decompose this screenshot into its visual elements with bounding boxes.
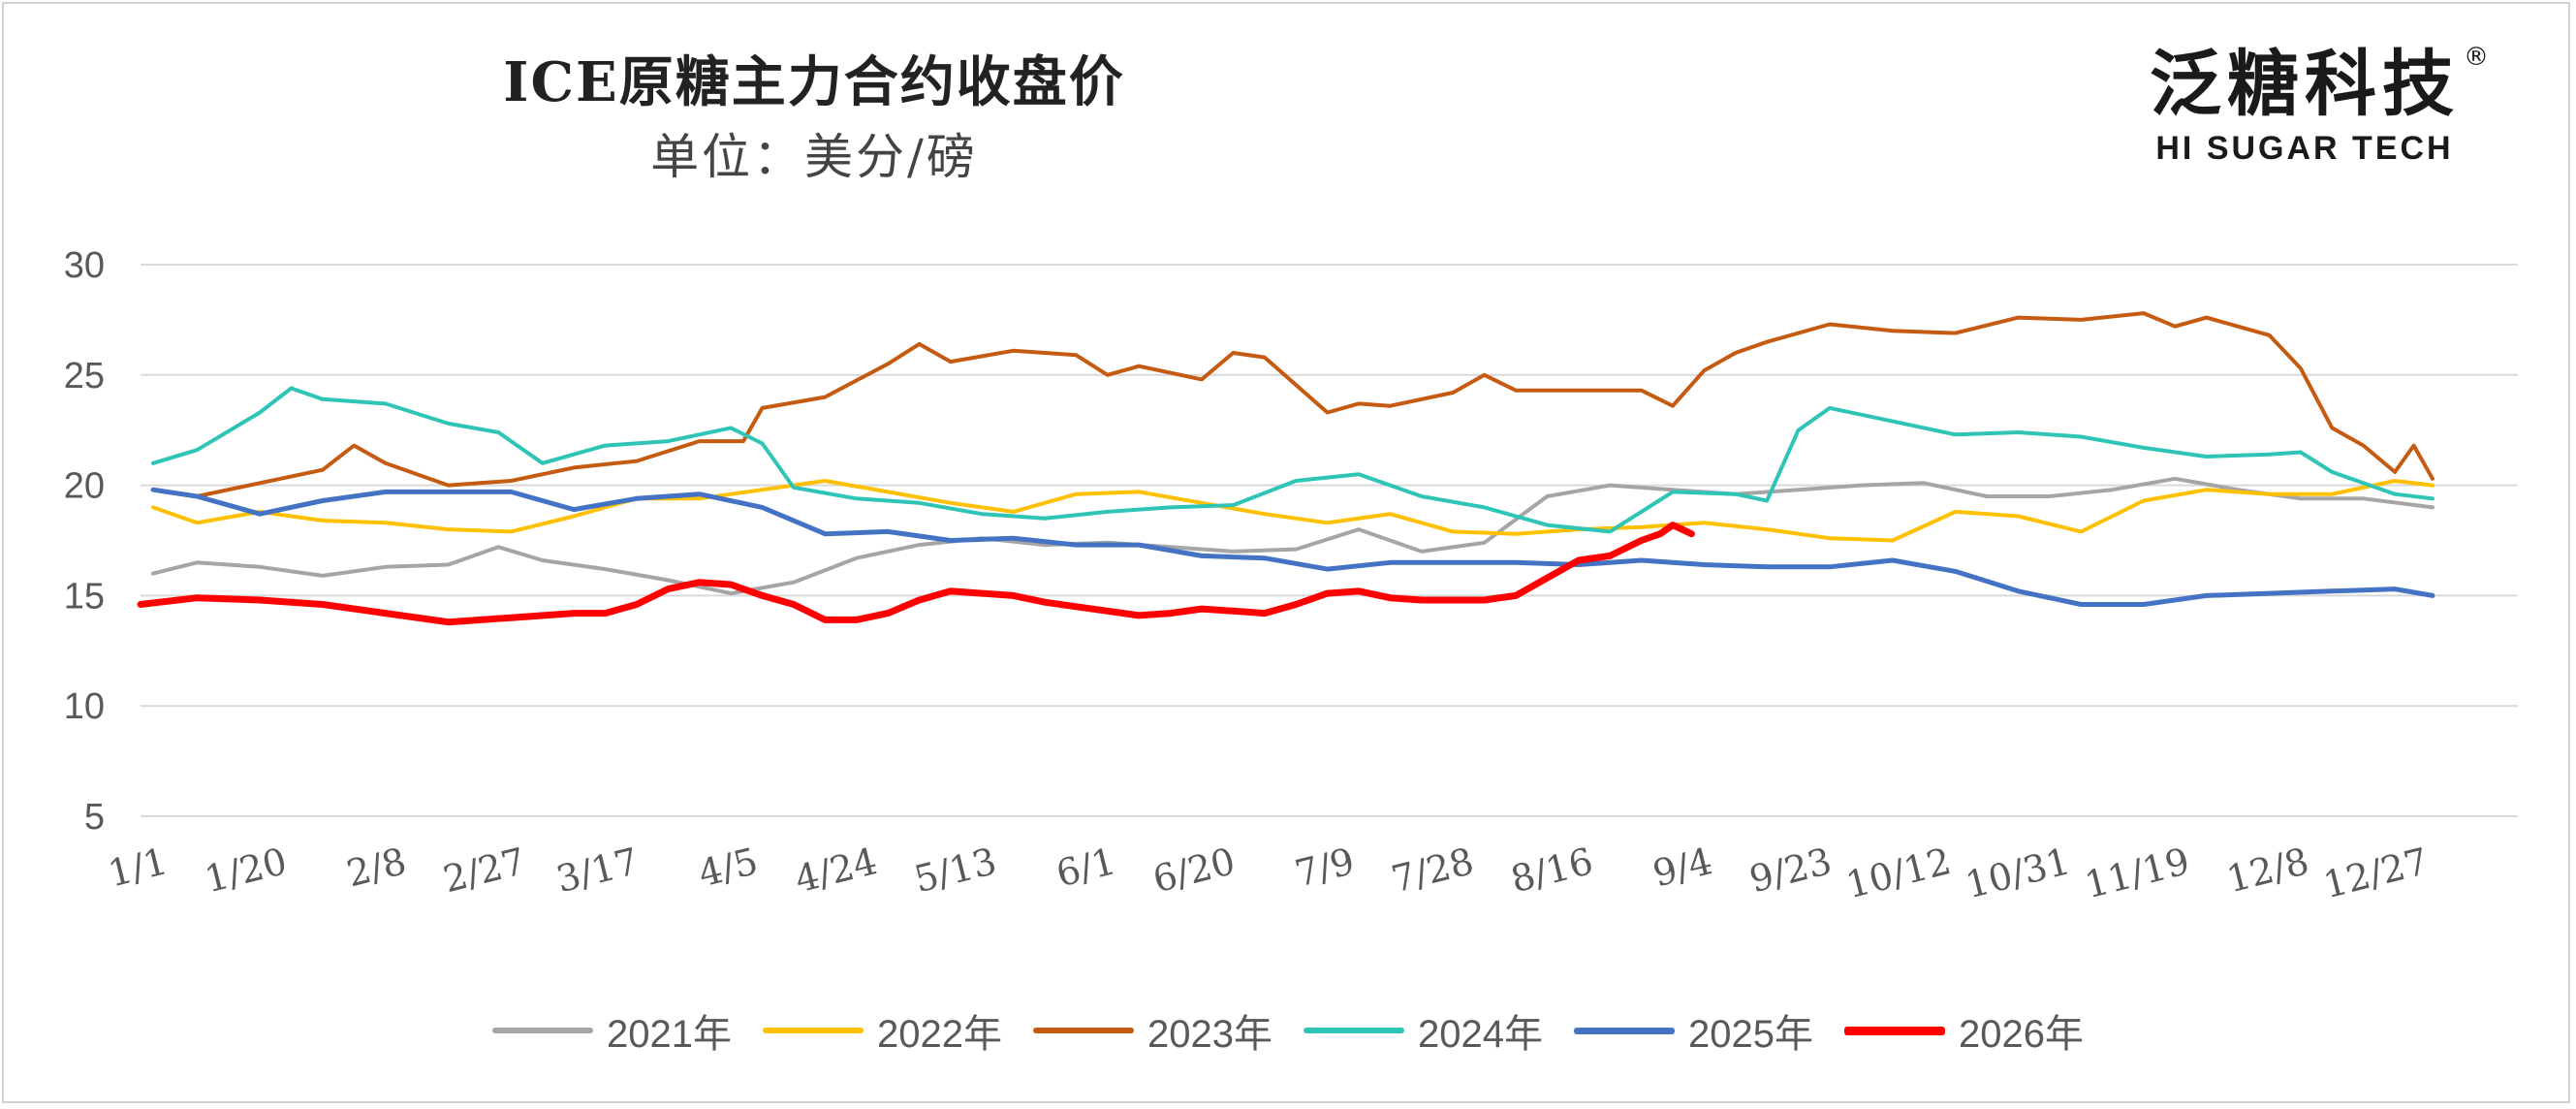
x-tick-label: 2/8 <box>342 840 410 895</box>
legend-swatch <box>763 1028 864 1033</box>
legend-swatch <box>1033 1028 1135 1033</box>
x-tick-label: 10/12 <box>1841 840 1955 906</box>
y-axis-ticks: 30 25 20 15 10 5 <box>64 245 105 838</box>
series-line-2024年 <box>151 386 2435 534</box>
x-tick-label: 9/4 <box>1649 840 1716 895</box>
x-tick-label: 7/28 <box>1387 840 1477 901</box>
logo-chinese-text: 泛糖科技 <box>2150 43 2460 126</box>
logo-english-text: HI SUGAR TECH <box>2155 130 2454 167</box>
legend-label: 2021年 <box>607 1013 733 1056</box>
brand-logo: ® 泛糖科技 HI SUGAR TECH <box>2150 43 2489 168</box>
x-tick-label: 1/1 <box>104 840 172 895</box>
legend-label: 2026年 <box>1958 1013 2084 1056</box>
legend-label: 2022年 <box>877 1013 1003 1056</box>
series-line-2025年 <box>150 487 2435 607</box>
legend-swatch <box>1843 1026 1945 1035</box>
x-tick-label: 11/19 <box>2081 840 2194 906</box>
y-tick-label: 20 <box>64 466 105 507</box>
chart-title: ICE原糖主力合约收盘价 <box>503 50 1125 114</box>
y-tick-label: 10 <box>64 686 105 727</box>
registered-mark: ® <box>2464 43 2489 72</box>
y-tick-label: 25 <box>64 356 105 396</box>
x-tick-label: 5/13 <box>910 840 1000 901</box>
legend-label: 2025年 <box>1687 1013 1813 1056</box>
x-tick-label: 12/8 <box>2222 840 2312 901</box>
legend-item: 2023年 <box>1033 1002 1272 1059</box>
series-lines <box>137 311 2435 626</box>
chart-legend: 2021年 2022年 2023年 2024年 2025年 2026年 <box>0 1002 2576 1059</box>
legend-item: 2026年 <box>1843 1002 2084 1059</box>
legend-swatch <box>492 1028 594 1033</box>
x-tick-label: 10/31 <box>1962 840 2075 906</box>
x-tick-label: 1/20 <box>201 840 291 901</box>
series-line-2021年 <box>151 476 2435 596</box>
x-tick-label: 7/9 <box>1291 840 1359 895</box>
x-tick-label: 3/17 <box>552 840 643 901</box>
legend-item: 2022年 <box>763 1002 1002 1059</box>
legend-swatch <box>1573 1027 1675 1034</box>
x-axis-ticks: 1/1 1/20 2/8 2/27 3/17 4/5 4/24 5/13 6/1 6/20 7/9 7… <box>104 840 2433 906</box>
x-tick-label: 4/24 <box>791 840 881 901</box>
legend-item: 2024年 <box>1304 1002 1543 1059</box>
series-line-2022年 <box>151 479 2435 543</box>
y-tick-label: 5 <box>84 797 105 838</box>
x-tick-label: 9/23 <box>1745 840 1836 901</box>
legend-swatch <box>1304 1028 1404 1033</box>
y-tick-label: 30 <box>64 245 105 286</box>
x-tick-label: 6/20 <box>1148 840 1239 901</box>
chart-subtitle: 单位：美分/磅 <box>650 129 978 185</box>
legend-item: 2025年 <box>1573 1002 1813 1059</box>
legend-label: 2024年 <box>1418 1013 1543 1056</box>
series-line-2023年 <box>151 311 2435 498</box>
x-tick-label: 4/5 <box>694 840 762 895</box>
x-tick-label: 6/1 <box>1052 840 1120 895</box>
x-tick-label: 2/27 <box>439 840 529 901</box>
y-tick-label: 15 <box>64 576 105 617</box>
legend-label: 2023年 <box>1147 1013 1272 1056</box>
x-tick-label: 12/27 <box>2319 840 2433 906</box>
series-line-2026年 <box>137 522 1695 626</box>
x-tick-label: 8/16 <box>1507 840 1597 901</box>
legend-item: 2021年 <box>492 1002 732 1059</box>
